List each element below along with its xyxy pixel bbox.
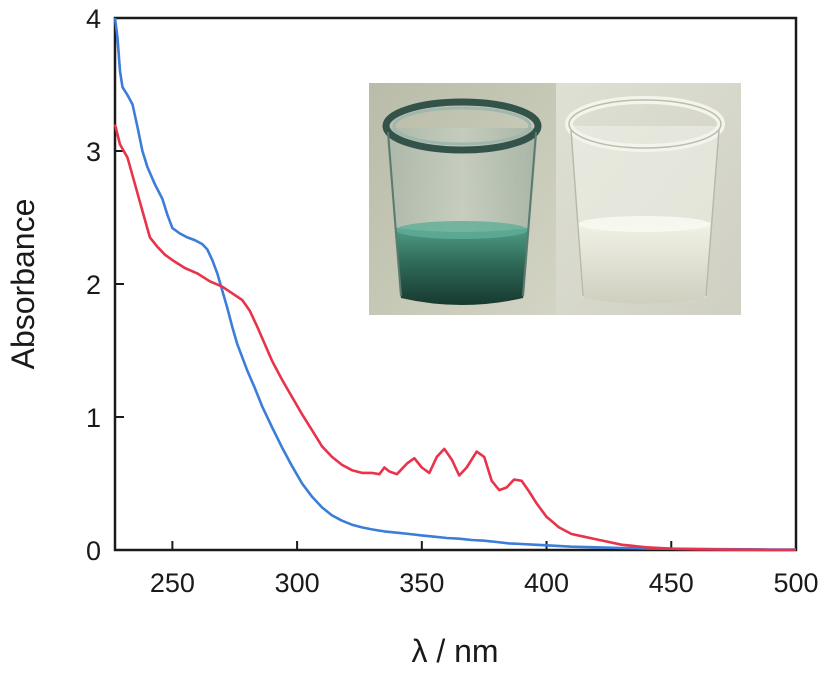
red-series-line: [113, 124, 796, 552]
y-axis-ticks: 0 1 2 3 4: [86, 4, 124, 566]
y-tick-label: 1: [86, 403, 101, 433]
green-vial: [382, 98, 542, 305]
x-axis-title: λ / nm: [411, 633, 498, 669]
series-layer: [113, 17, 797, 552]
y-tick-label: 3: [86, 137, 101, 167]
x-tick-label: 300: [275, 568, 320, 598]
x-tick-label: 250: [150, 568, 195, 598]
blue-series-line: [113, 17, 797, 551]
y-tick-label: 4: [86, 4, 101, 34]
x-tick-label: 450: [649, 568, 694, 598]
y-tick-label: 2: [86, 270, 101, 300]
x-tick-label: 350: [399, 568, 444, 598]
x-tick-label: 400: [524, 568, 569, 598]
x-tick-label: 500: [773, 568, 818, 598]
x-axis-ticks: 250 300 350 400 450 500: [150, 541, 819, 598]
y-tick-label: 0: [86, 536, 101, 566]
clear-vial: [565, 96, 725, 304]
inset-photo: [369, 83, 741, 315]
y-axis-title: Absorbance: [5, 199, 41, 370]
